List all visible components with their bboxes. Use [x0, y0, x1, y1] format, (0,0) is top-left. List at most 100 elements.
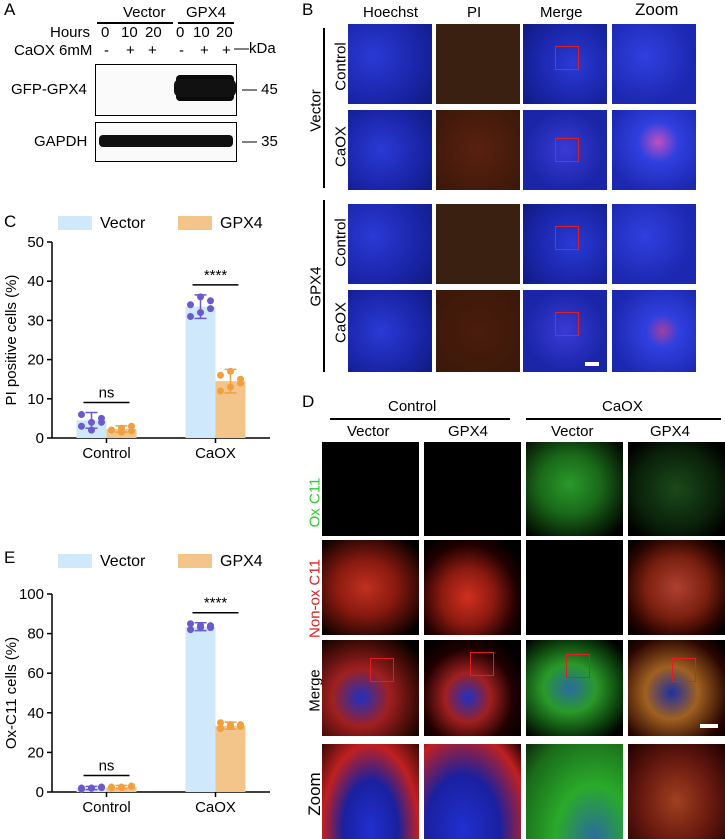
non-ox-c11-image — [628, 540, 725, 635]
data-point — [197, 293, 204, 301]
data-point — [217, 371, 224, 379]
hoechst-image — [348, 24, 432, 104]
group-label-vector: Vector — [123, 4, 166, 21]
group-line-gpx4 — [178, 22, 234, 24]
zoom-box — [470, 652, 494, 676]
x-tick-label: Control — [82, 799, 130, 816]
hour-value: 10 — [193, 24, 210, 41]
y-tick-label: 30 — [27, 312, 44, 329]
data-point — [207, 624, 214, 632]
merge-image — [523, 24, 607, 104]
legend-label: Vector — [100, 553, 146, 570]
data-point — [78, 410, 85, 418]
zoom-image — [628, 744, 725, 839]
data-point — [237, 723, 244, 731]
data-point — [217, 719, 224, 727]
panel-letter-b: B — [302, 0, 314, 19]
row-control: Control — [332, 42, 350, 91]
data-point — [108, 426, 115, 434]
group-label-gpx4: GPX4 — [186, 4, 227, 21]
row-caox: CaOX — [332, 302, 350, 343]
pi-image — [436, 110, 520, 190]
caox-sign: - — [179, 42, 184, 59]
ox-c11-image — [526, 442, 623, 536]
hours-label: Hours — [50, 24, 91, 41]
condition-line-caox — [526, 418, 721, 420]
data-point — [98, 418, 105, 426]
data-point — [227, 367, 234, 375]
data-point — [187, 312, 194, 320]
legend-label: Vector — [100, 215, 146, 232]
caox-sign: + — [222, 42, 231, 59]
blot-gapdh-bands — [99, 135, 233, 147]
hour-value: 20 — [216, 24, 233, 41]
y-tick-label: 20 — [27, 744, 44, 761]
marker-45: — 45 — [242, 81, 278, 98]
y-tick-label: 40 — [27, 273, 44, 290]
blot-gapdh — [95, 122, 237, 162]
data-point — [128, 427, 135, 435]
caox-sign: + — [148, 42, 157, 59]
band — [99, 135, 233, 147]
data-point — [78, 784, 85, 792]
merge-image — [523, 290, 607, 372]
condition-line-control — [330, 418, 510, 420]
merge-image — [424, 640, 521, 736]
non-ox-c11-image — [322, 540, 419, 635]
row-caox: CaOX — [332, 126, 350, 167]
zoom-image — [612, 204, 696, 284]
non-ox-c11-image — [526, 540, 623, 635]
data-point — [88, 426, 95, 434]
data-point — [187, 301, 194, 309]
col-pi: PI — [467, 4, 482, 21]
ox-c11-image — [424, 442, 521, 536]
hoechst-image — [348, 110, 432, 190]
hoechst-image — [348, 290, 432, 372]
non-ox-c11-image — [424, 540, 521, 635]
bar — [185, 626, 216, 792]
hour-value: 20 — [145, 24, 162, 41]
data-point — [207, 305, 214, 313]
blot-gfp-gpx4 — [95, 64, 237, 116]
zoom-box — [672, 658, 696, 682]
ox-c11-image — [628, 442, 725, 536]
y-axis-label: PI positive cells (%) — [3, 275, 20, 406]
zoom-image — [612, 110, 696, 190]
col-merge: Merge — [540, 4, 583, 21]
scale-bar — [700, 724, 718, 728]
col-vector: Vector — [347, 423, 390, 440]
row-merge: Merge — [306, 669, 324, 712]
pi-image — [436, 204, 520, 284]
legend-label: GPX4 — [220, 553, 263, 570]
data-point — [217, 725, 224, 733]
merge-image — [322, 640, 419, 736]
significance-label: ns — [99, 757, 115, 774]
blot-row-label: GAPDH — [34, 133, 88, 150]
blot-row-label: GFP-GPX4 — [11, 81, 87, 98]
zoom-image — [526, 744, 623, 839]
data-point — [128, 782, 135, 790]
y-tick-label: 40 — [27, 705, 44, 722]
zoom-box — [555, 312, 579, 336]
col-gpx4: GPX4 — [448, 423, 489, 440]
merge-image — [526, 640, 623, 736]
panel-letter-c: C — [4, 212, 17, 231]
panel-letter-e: E — [4, 548, 16, 567]
data-point — [88, 418, 95, 426]
y-tick-label: 10 — [27, 391, 44, 408]
legend-swatch — [58, 554, 92, 568]
band — [174, 79, 236, 97]
y-tick-label: 60 — [27, 665, 44, 682]
zoom-box — [555, 226, 579, 250]
panel-letter-a: A — [4, 0, 16, 19]
data-point — [217, 387, 224, 395]
merge-image — [628, 640, 725, 736]
col-gpx4: GPX4 — [650, 423, 691, 440]
zoom-box — [566, 654, 590, 678]
x-tick-label: CaOX — [195, 799, 236, 816]
pi-image — [436, 24, 520, 104]
legend-label: GPX4 — [220, 215, 263, 232]
chart-e: Vector GPX4 0 20 40 60 80 100 Ox-C11 cells (%) Co… — [3, 553, 270, 816]
zoom-box — [370, 658, 394, 682]
ox-c11-image — [322, 442, 419, 536]
